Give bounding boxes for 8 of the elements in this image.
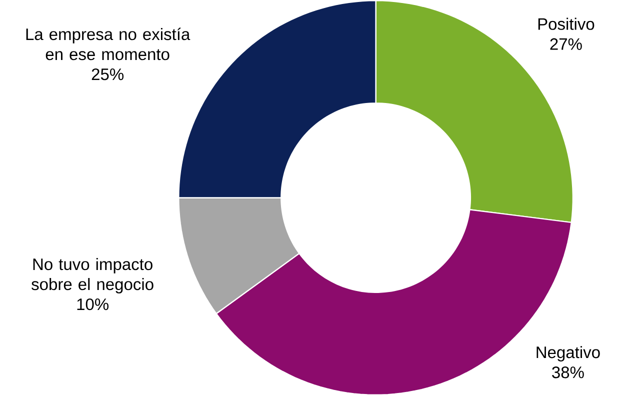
slice-label: No tuvo impacto sobre el negocio [32, 258, 154, 294]
slice-label: Positivo [538, 18, 594, 30]
slice-label: La empresa no existía en ese momento [26, 28, 190, 60]
data-label: 25% [92, 68, 124, 80]
data-label: 10% [77, 298, 108, 310]
slice-label: Negativo [536, 346, 600, 362]
data-label: 38% [552, 366, 584, 378]
data-label: 27% [550, 38, 582, 50]
